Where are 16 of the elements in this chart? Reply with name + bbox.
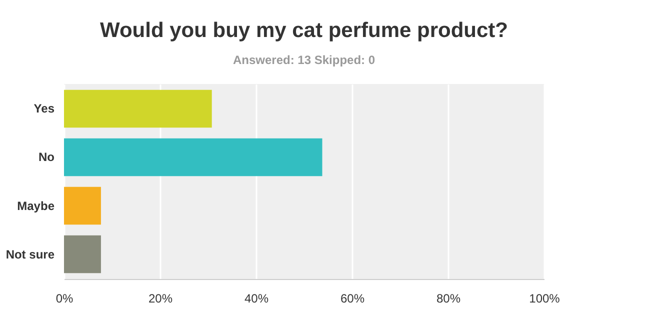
- x-tick-label: 0%: [56, 292, 74, 306]
- x-tick-label: 40%: [244, 292, 269, 306]
- y-tick-label: Not sure: [6, 247, 55, 262]
- x-tick-label: 100%: [529, 292, 560, 306]
- x-tick-label: 60%: [340, 292, 365, 306]
- bar: [64, 186, 101, 225]
- bar: [64, 138, 322, 176]
- bar: [64, 235, 101, 274]
- x-tick-label: 80%: [436, 292, 461, 306]
- y-tick-label: Maybe: [17, 198, 55, 213]
- chart-title: Would you buy my cat perfume product?: [100, 19, 508, 42]
- x-tick-label: 20%: [148, 292, 173, 306]
- y-tick-label: No: [38, 150, 54, 164]
- bar: [64, 90, 212, 128]
- y-tick-label: Yes: [34, 102, 55, 116]
- chart-subtitle: Answered: 13 Skipped: 0: [232, 53, 376, 67]
